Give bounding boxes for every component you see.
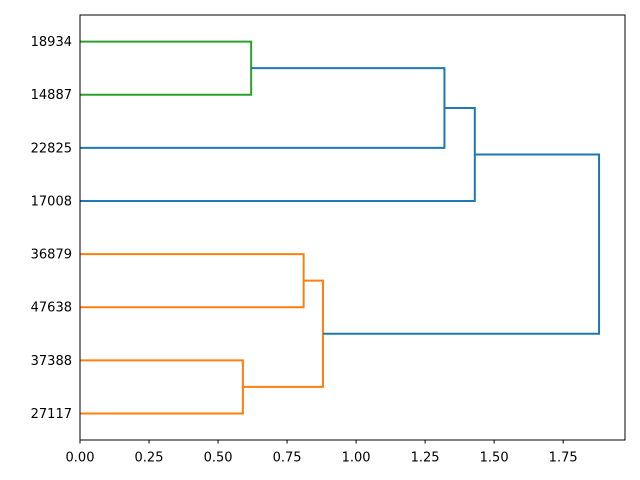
x-tick-label-0.50: 0.50 — [204, 451, 233, 466]
y-tick-label-18934: 18934 — [31, 35, 72, 50]
y-tick-label-27117: 27117 — [31, 407, 72, 422]
x-tick-label-0.00: 0.00 — [66, 451, 95, 466]
dendrogram-link-M6 — [322, 153, 601, 335]
dendrogram-link-M0 — [80, 40, 253, 96]
y-tick-label-22825: 22825 — [31, 141, 72, 156]
y-tick-label-47638: 47638 — [31, 301, 72, 316]
x-tick-label-1.00: 1.00 — [342, 451, 371, 466]
y-tick-label-14887: 14887 — [31, 88, 72, 103]
x-tick-label-1.50: 1.50 — [480, 451, 509, 466]
dendrogram-link-M5 — [80, 106, 476, 202]
dendrogram-link-M3 — [242, 279, 324, 388]
y-tick-label-36879: 36879 — [31, 248, 72, 263]
x-tick-label-0.25: 0.25 — [135, 451, 164, 466]
y-tick-label-17008: 17008 — [31, 194, 72, 209]
dendrogram-link-M1 — [80, 359, 244, 415]
y-tick-label-37388: 37388 — [31, 354, 72, 369]
x-tick-label-0.75: 0.75 — [273, 451, 302, 466]
plot-border — [79, 14, 626, 441]
x-tick-label-1.75: 1.75 — [549, 451, 578, 466]
x-tick-label-1.25: 1.25 — [411, 451, 440, 466]
dendrogram-link-M2 — [80, 253, 305, 309]
dendrogram-link-M4 — [80, 67, 446, 149]
